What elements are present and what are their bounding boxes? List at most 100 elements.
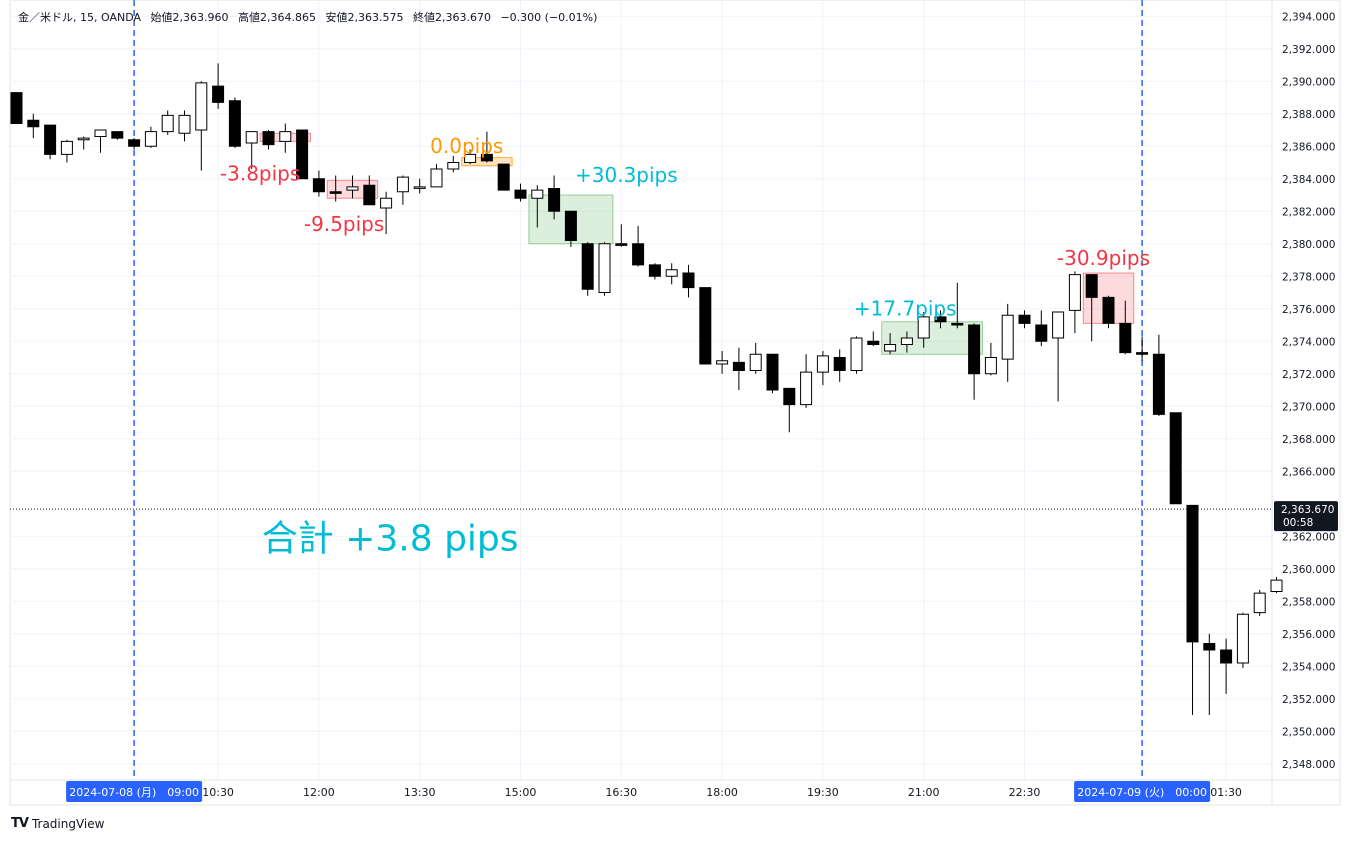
price-axis-label: 2,376.000 — [1282, 304, 1335, 316]
current-price-badge — [1274, 501, 1338, 532]
candle — [682, 264, 695, 298]
candle — [262, 130, 275, 150]
price-axis-label: 2,366.000 — [1282, 466, 1335, 478]
candle — [800, 354, 813, 408]
candle-body — [598, 243, 611, 293]
time-axis-label: 21:00 — [908, 786, 940, 799]
candle — [44, 124, 57, 160]
candle — [1136, 336, 1149, 361]
pips-annotation-breakeven: 0.0pips — [430, 134, 503, 158]
candle-body — [1068, 274, 1081, 311]
candle-body — [430, 168, 443, 188]
candle-body — [161, 114, 174, 133]
candle — [111, 131, 124, 140]
candle — [279, 123, 292, 153]
price-axis-label: 2,394.000 — [1282, 11, 1335, 23]
candle-body — [648, 264, 661, 277]
candle — [380, 191, 393, 234]
candle — [1186, 504, 1199, 715]
legend-high: 高値2,364.865 — [238, 11, 316, 24]
candle — [934, 310, 947, 329]
candle — [346, 175, 359, 199]
candle — [363, 175, 376, 206]
candle — [312, 170, 325, 197]
candle — [766, 353, 779, 394]
candle — [699, 287, 712, 365]
pips-annotation-loss: -3.8pips — [220, 161, 300, 185]
candle — [195, 81, 208, 171]
candle — [833, 349, 846, 382]
candle-body — [1085, 274, 1098, 298]
candle — [581, 242, 594, 296]
candle — [1085, 274, 1098, 342]
price-axis-label: 2,354.000 — [1282, 661, 1335, 673]
candle — [632, 225, 645, 267]
time-axis-label: 13:30 — [404, 786, 436, 799]
candle-body — [514, 189, 527, 199]
candle — [1270, 576, 1283, 594]
candle-body — [346, 186, 359, 191]
candle — [480, 131, 493, 163]
candle-body — [1001, 314, 1014, 360]
trade-box-gain — [881, 321, 984, 355]
time-axis-label: 22:30 — [1009, 786, 1041, 799]
candle — [178, 110, 191, 142]
tradingview-logo-icon: 𝗧𝗩 — [11, 816, 29, 831]
price-axis-label: 2,380.000 — [1282, 239, 1335, 251]
candle-body — [329, 191, 342, 194]
candle — [228, 97, 241, 148]
candle-body — [27, 119, 40, 128]
candle — [1052, 311, 1065, 402]
candle-body — [480, 153, 493, 162]
candle-body — [94, 129, 107, 137]
candle-body — [665, 269, 678, 277]
time-axis-label: 18:00 — [706, 786, 738, 799]
candle-body — [632, 243, 645, 266]
candle — [900, 331, 913, 353]
candle — [60, 139, 73, 163]
session-date-badge — [66, 781, 203, 802]
candle — [1068, 271, 1081, 334]
candle-body — [732, 361, 745, 371]
candle — [94, 129, 107, 153]
candle — [951, 282, 964, 329]
candle-body — [111, 131, 124, 139]
candle — [598, 242, 611, 296]
candle-body — [447, 162, 460, 170]
price-axis-label: 2,360.000 — [1282, 564, 1335, 576]
candle-body — [615, 243, 628, 246]
candle-body — [228, 100, 241, 147]
candle-body — [716, 360, 729, 365]
candle-body — [850, 337, 863, 371]
candle — [564, 210, 577, 247]
candle — [161, 110, 174, 135]
candle — [396, 175, 409, 205]
candle — [984, 342, 997, 376]
candle — [447, 156, 460, 173]
candle-body — [1203, 643, 1216, 651]
candle-body — [413, 186, 426, 189]
time-axis-label: 16:30 — [605, 786, 637, 799]
candle-body — [816, 355, 829, 373]
time-axis-label: 01:30 — [1210, 786, 1242, 799]
candle-body — [766, 353, 779, 391]
price-axis-label: 2,388.000 — [1282, 109, 1335, 121]
candle — [245, 131, 258, 169]
candle — [665, 263, 678, 285]
candle — [1253, 589, 1266, 616]
price-axis-label: 2,384.000 — [1282, 174, 1335, 186]
session-date-badge — [1074, 781, 1211, 802]
candle — [329, 175, 342, 202]
candle — [1220, 638, 1233, 694]
candle — [749, 342, 762, 374]
candle — [968, 323, 981, 400]
tradingview-branding[interactable]: 𝗧𝗩 TradingView — [11, 816, 104, 831]
legend-symbol[interactable]: 金／米ドル, 15, OANDA — [18, 11, 142, 24]
candle — [27, 113, 40, 139]
candle — [867, 331, 880, 347]
candle — [1236, 612, 1249, 668]
candle-body — [548, 188, 561, 212]
candle-body — [1169, 412, 1182, 505]
